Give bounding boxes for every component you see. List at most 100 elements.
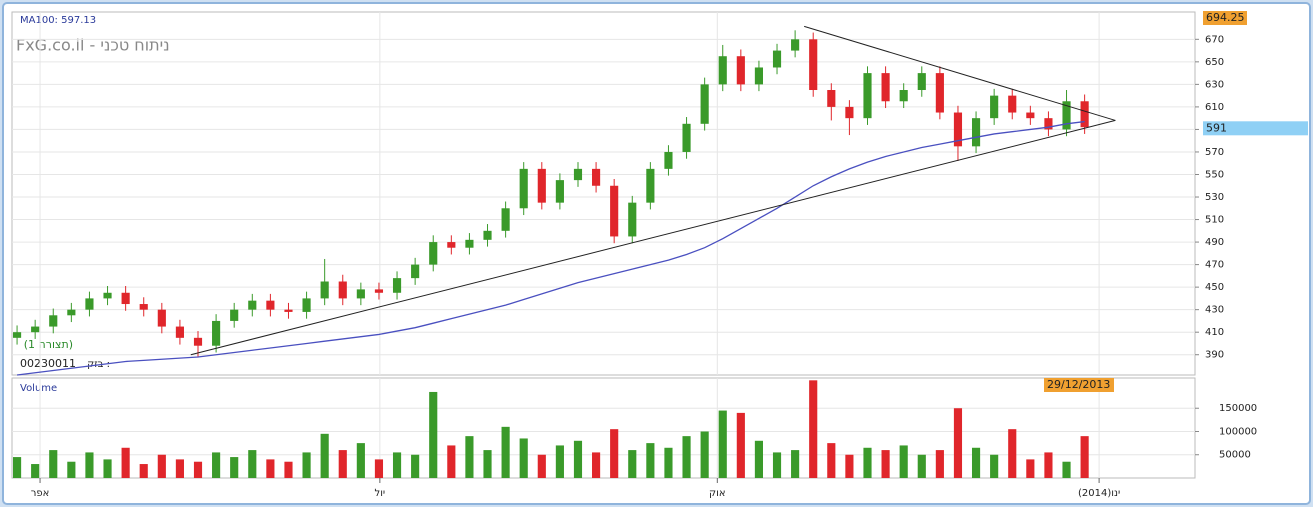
- volume-panel: [11, 377, 1196, 479]
- volume-bar: [465, 436, 474, 478]
- volume-bar: [284, 461, 293, 478]
- volume-bar: [392, 452, 402, 478]
- volume-bar: [1026, 459, 1035, 478]
- candle-body: [863, 73, 872, 119]
- volume-bar: [1044, 452, 1053, 478]
- volume-bar: [429, 391, 438, 478]
- y-tick-label: 650: [1205, 57, 1224, 68]
- volume-bar: [374, 459, 384, 478]
- candle-body: [85, 298, 94, 310]
- candle-body: [881, 73, 890, 102]
- trend-line: [804, 25, 1116, 121]
- candle-body: [537, 168, 546, 203]
- volume-bar: [953, 408, 963, 478]
- candle-body: [664, 151, 673, 169]
- last-date: 29/12/2013: [1047, 378, 1110, 391]
- y-tick-label: 550: [1205, 169, 1224, 180]
- candle-body: [157, 309, 166, 327]
- candle-body: [284, 309, 293, 312]
- candle-body: [1008, 95, 1017, 113]
- candle-body: [935, 73, 944, 113]
- candle-body: [646, 168, 655, 203]
- price-panel: [11, 11, 1196, 376]
- candle-body: [429, 242, 438, 265]
- last-date-box: [1044, 378, 1114, 392]
- candle-body: [700, 84, 709, 124]
- candle-body: [501, 208, 510, 231]
- volume-title: Volume: [20, 383, 57, 394]
- volume-bar: [85, 452, 94, 478]
- y-tick-label: 630: [1205, 79, 1224, 90]
- candle-body: [230, 309, 239, 321]
- candle-body: [953, 112, 963, 147]
- candle-body: [447, 242, 456, 248]
- volume-bar: [555, 445, 564, 478]
- candle-body: [320, 281, 329, 299]
- volume-bar: [754, 440, 764, 478]
- y-tick-label: 390: [1205, 350, 1224, 361]
- candle-body: [1080, 101, 1089, 128]
- volume-bar: [610, 429, 619, 478]
- volume-bar: [302, 452, 311, 478]
- candle-body: [356, 289, 365, 299]
- y-tick-label: 430: [1205, 305, 1224, 316]
- candle-body: [990, 95, 999, 119]
- volume-bar: [682, 436, 691, 478]
- volume-bar: [1080, 436, 1089, 478]
- candle-body: [628, 202, 637, 237]
- candle-body: [917, 73, 926, 91]
- volume-bar: [664, 447, 673, 478]
- volume-bar: [411, 454, 420, 478]
- pattern-label: (תצורה 1): [24, 338, 73, 351]
- candle-body: [139, 304, 148, 310]
- chart-title: FxG.co.il - ניתוח טכני: [16, 36, 170, 55]
- candle-body: [338, 281, 347, 299]
- y-tick-label: 510: [1205, 215, 1224, 226]
- volume-bar: [917, 454, 926, 478]
- volume-bar: [863, 447, 872, 478]
- candle-body: [718, 56, 727, 85]
- candle-body: [573, 168, 583, 181]
- candle-body: [827, 90, 836, 107]
- candle-body: [175, 326, 184, 338]
- volume-bar: [646, 443, 655, 478]
- volume-bar: [791, 450, 800, 478]
- volume-bar: [501, 426, 510, 478]
- volume-bar: [31, 464, 40, 478]
- volume-bar: [157, 454, 166, 478]
- candle-body: [374, 289, 384, 293]
- ma-label: MA100: 597.13: [20, 15, 96, 26]
- x-tick-label: יול: [375, 488, 386, 499]
- volume-bar: [519, 438, 528, 478]
- y-tick-label: 530: [1205, 192, 1224, 203]
- candle-body: [971, 118, 981, 147]
- candle-body: [392, 278, 402, 293]
- candle-body: [103, 292, 112, 299]
- y-tick-label: 490: [1205, 237, 1224, 248]
- x-tick-label: אוק: [709, 488, 726, 499]
- y-tick-label: 470: [1205, 260, 1224, 271]
- volume-bar: [718, 410, 727, 478]
- y-tick-label: 610: [1205, 102, 1224, 113]
- volume-bar: [809, 380, 818, 478]
- volume-bar: [700, 431, 709, 478]
- candle-body: [772, 50, 782, 68]
- max-label: 694.25: [1206, 11, 1245, 24]
- volume-bar: [338, 450, 347, 478]
- volume-bar: [139, 464, 148, 478]
- candle-body: [31, 326, 40, 333]
- volume-bar: [212, 452, 221, 478]
- y-tick-label: 50000: [1219, 450, 1251, 461]
- candle-body: [193, 337, 203, 346]
- candle-body: [121, 292, 130, 305]
- candle-body: [845, 106, 854, 119]
- volume-bar: [103, 459, 112, 478]
- candle-body: [411, 264, 420, 279]
- volume-bar: [736, 412, 745, 478]
- x-tick-label: (2014)ינו: [1078, 488, 1120, 499]
- candle-body: [682, 123, 691, 152]
- volume-bar: [193, 461, 203, 478]
